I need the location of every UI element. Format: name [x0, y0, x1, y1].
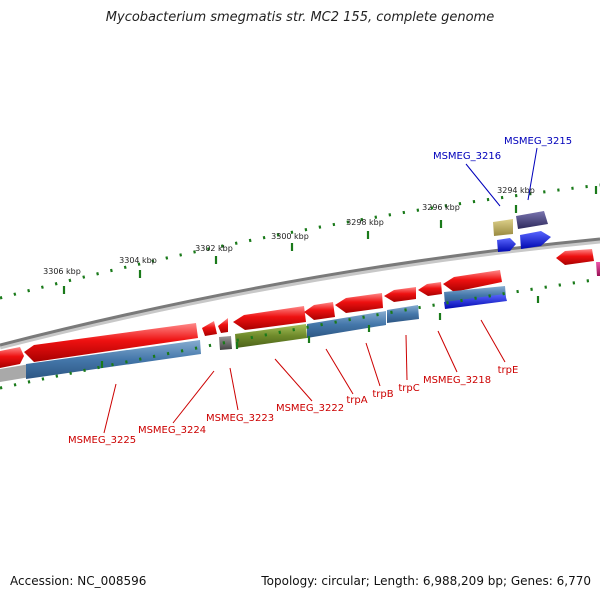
scale-labels: 3306 kbp 3304 kbp 3302 kbp 3300 kbp 3298… [43, 186, 535, 276]
gene-label-msmeg-3216[interactable]: MSMEG_3216 [433, 151, 501, 162]
gene-arrow-msmeg-3218[interactable] [418, 282, 442, 296]
forward-genes [0, 249, 600, 368]
gene-label-trpb[interactable]: trpB [372, 389, 393, 400]
accession-text: Accession: NC_008596 [10, 574, 147, 588]
gene-label-trpe[interactable]: trpE [498, 365, 519, 376]
gene-arrow-trpb[interactable] [335, 293, 383, 313]
gene-label-trpc[interactable]: trpC [398, 383, 419, 394]
gene-arrow-msmeg-3224[interactable] [202, 321, 217, 336]
gene-arrow-msmeg-3225[interactable] [24, 323, 198, 362]
gene-arrow-blue[interactable] [520, 231, 551, 249]
gene-arrow-msmeg-3222[interactable] [233, 306, 306, 330]
inner-feature-track [0, 286, 507, 382]
scale-label: 3294 kbp [497, 186, 535, 195]
gene-arrow-msmeg-3223[interactable] [218, 318, 228, 333]
genome-backbone-shadow [0, 238, 600, 350]
gene-arrow-trpa[interactable] [304, 302, 335, 320]
genome-title: Mycobacterium smegmatis str. MC2 155, co… [105, 10, 495, 25]
outer-scale-ring [0, 183, 600, 300]
gene-arrow-trpc[interactable] [384, 287, 416, 302]
gene-box-msmeg-3216[interactable] [493, 219, 513, 236]
feature-bar-msmeg-3223[interactable] [219, 336, 232, 350]
genome-backbone [0, 237, 600, 347]
scale-label: 3298 kbp [346, 218, 384, 227]
leader-lines-above [465, 147, 538, 207]
gene-arrow-magenta-edge[interactable] [596, 262, 600, 276]
gene-labels-above: MSMEG_3216 MSMEG_3215 [433, 136, 572, 162]
gene-arrow-forward-right[interactable] [556, 249, 594, 265]
gene-arrow-trpe[interactable] [443, 270, 502, 292]
scale-label: 3306 kbp [43, 267, 81, 276]
gene-label-msmeg-3218[interactable]: MSMEG_3218 [423, 375, 491, 386]
gene-label-msmeg-3225[interactable]: MSMEG_3225 [68, 435, 136, 446]
inner-major-ticks [100, 296, 540, 368]
gene-arrow-forward[interactable] [0, 347, 24, 368]
gene-label-msmeg-3222[interactable]: MSMEG_3222 [276, 403, 344, 414]
feature-bar-gray[interactable] [0, 364, 30, 382]
scale-label: 3304 kbp [119, 256, 157, 265]
scale-label: 3302 kbp [195, 244, 233, 253]
upper-right-genes [493, 211, 551, 252]
feature-bar-trpc[interactable] [387, 305, 419, 323]
leader-lines-below [103, 319, 506, 434]
gene-labels-below: MSMEG_3225 MSMEG_3224 MSMEG_3223 MSMEG_3… [68, 365, 518, 446]
feature-bar-msmeg-3225[interactable] [26, 340, 201, 379]
outer-major-ticks [62, 186, 598, 294]
gene-label-trpa[interactable]: trpA [346, 395, 367, 406]
gene-label-msmeg-3223[interactable]: MSMEG_3223 [206, 413, 274, 424]
genome-summary-text: Topology: circular; Length: 6,988,209 bp… [261, 574, 591, 588]
gene-label-msmeg-3224[interactable]: MSMEG_3224 [138, 425, 206, 436]
gene-arrow-blue-small[interactable] [497, 238, 516, 252]
gene-label-msmeg-3215[interactable]: MSMEG_3215 [504, 136, 572, 147]
scale-label: 3296 kbp [422, 203, 460, 212]
scale-label: 3300 kbp [271, 232, 309, 241]
feature-bar-msmeg-3222[interactable] [235, 324, 307, 348]
gene-box-msmeg-3215[interactable] [516, 211, 548, 229]
feature-bar-trp[interactable] [307, 311, 386, 338]
feature-bar-trpe-blue[interactable] [444, 294, 507, 309]
